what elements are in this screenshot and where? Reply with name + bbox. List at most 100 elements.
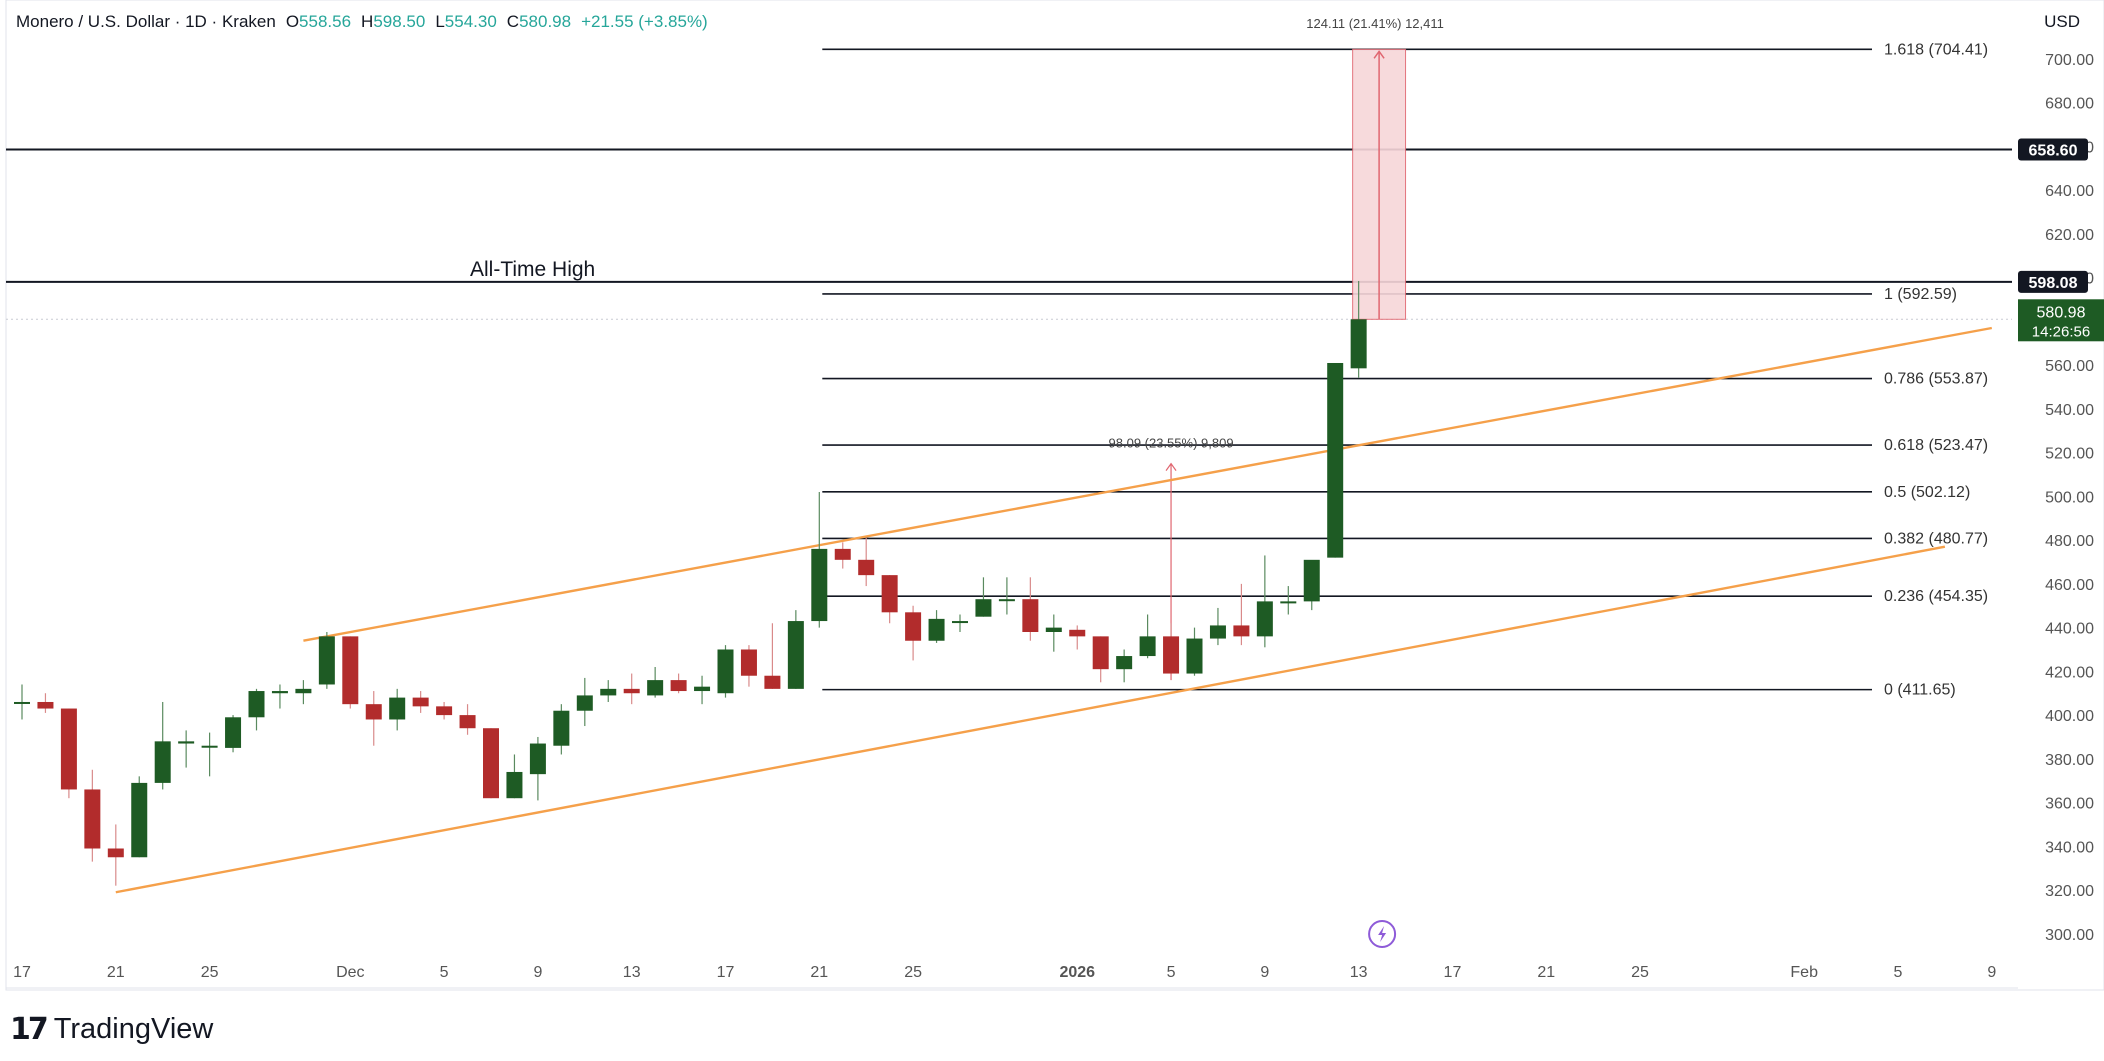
price-axis-tick: 700.00	[2045, 52, 2094, 69]
time-axis-label: 5	[440, 964, 449, 981]
time-axis-label: 25	[904, 964, 922, 981]
target-measure-label: 124.11 (21.41%) 12,411	[1306, 16, 1444, 31]
candle-up	[928, 618, 945, 641]
fib-level-label: 0 (411.65)	[1884, 682, 1956, 699]
candle-up	[389, 697, 406, 720]
open-value: 558.56	[299, 12, 352, 31]
price-axis-tick: 540.00	[2045, 402, 2094, 419]
candle-up	[529, 743, 546, 775]
candle-down	[670, 680, 687, 692]
candle-down	[365, 704, 382, 720]
candle-down	[436, 706, 453, 716]
candle-up	[576, 695, 593, 711]
high-label: H	[361, 12, 374, 31]
candle-down	[1022, 599, 1039, 632]
candle-down	[764, 675, 781, 689]
fib-level-label: 0.236 (454.35)	[1884, 588, 1988, 605]
price-axis-tick: 620.00	[2045, 227, 2094, 244]
time-axis-label: 21	[1537, 964, 1555, 981]
candle-up	[787, 621, 804, 689]
candle-up	[811, 548, 828, 622]
price-axis-tick: 640.00	[2045, 183, 2094, 200]
candle-up	[600, 688, 617, 696]
candle-down	[342, 636, 359, 705]
currency-button[interactable]: USD	[2034, 6, 2090, 38]
candle-down	[1163, 636, 1180, 674]
price-badge-label: 658.60	[2029, 143, 2078, 160]
candle-down	[1233, 625, 1250, 637]
candle-up	[717, 649, 734, 694]
price-axis-tick: 680.00	[2045, 96, 2094, 113]
price-axis-tick: 400.00	[2045, 708, 2094, 725]
time-axis-label: 17	[13, 964, 31, 981]
candle-down	[834, 548, 851, 560]
channel-upper-line	[303, 326, 1993, 642]
time-axis-label: 9	[1260, 964, 1269, 981]
price-axis-tick: 320.00	[2045, 883, 2094, 900]
candle-down	[858, 559, 875, 576]
channel-lower-line	[115, 545, 1946, 894]
price-axis-tick: 460.00	[2045, 577, 2094, 594]
candle-down	[107, 848, 124, 858]
price-axis-tick: 340.00	[2045, 839, 2094, 856]
last-price-badge	[2018, 299, 2104, 342]
candle-down	[623, 688, 640, 694]
change-value: +21.55 (+3.85%)	[581, 12, 708, 31]
price-axis-tick: 500.00	[2045, 489, 2094, 506]
measure-label: 98.09 (23.55%) 9,809	[1109, 436, 1234, 451]
candle-down	[60, 708, 77, 790]
candle-up	[1256, 601, 1273, 637]
candle-down	[905, 612, 922, 641]
price-badge	[2018, 138, 2088, 161]
symbol-header: Monero / U.S. Dollar · 1D · Kraken O558.…	[16, 12, 708, 32]
candle-up	[506, 771, 523, 799]
low-label: L	[435, 12, 445, 31]
close-value: 580.98	[519, 12, 572, 31]
time-axis-label: 21	[810, 964, 828, 981]
price-axis-tick: 440.00	[2045, 621, 2094, 638]
fib-level-label: 0.786 (553.87)	[1884, 371, 1988, 388]
candle-up	[201, 745, 218, 748]
candle-down	[881, 575, 898, 613]
symbol-title[interactable]: Monero / U.S. Dollar · 1D · Kraken	[16, 12, 276, 31]
price-axis-tick: 420.00	[2045, 664, 2094, 681]
candle-up	[178, 741, 195, 744]
price-axis-tick: 300.00	[2045, 927, 2094, 944]
candle-up	[1186, 638, 1203, 674]
candle-down	[37, 701, 54, 709]
time-axis-label: Dec	[336, 964, 364, 981]
price-axis-tick: 480.00	[2045, 533, 2094, 550]
low-value: 554.30	[444, 12, 497, 31]
candle-up	[998, 599, 1015, 602]
candle-up	[14, 701, 30, 704]
candle-up	[1327, 362, 1344, 558]
fib-level-label: 0.5 (502.12)	[1884, 484, 1970, 501]
close-label: C	[506, 12, 520, 31]
candle-up	[694, 686, 711, 692]
fib-level-label: 0.382 (480.77)	[1884, 530, 1988, 547]
price-axis-tick: 360.00	[2045, 796, 2094, 813]
high-value: 598.50	[373, 12, 426, 31]
candle-up	[1209, 625, 1226, 639]
price-badge	[2018, 270, 2088, 293]
candle-up	[318, 636, 335, 685]
tradingview-logo[interactable]: 17 TradingView	[10, 1012, 213, 1047]
candle-up	[553, 710, 570, 746]
price-axis-tick: 520.00	[2045, 446, 2094, 463]
candle-up	[248, 691, 265, 718]
candle-up	[225, 717, 242, 748]
time-axis-label: 9	[1987, 964, 1996, 981]
all-time-high-label: All-Time High	[470, 258, 595, 281]
price-axis-tick: 380.00	[2045, 752, 2094, 769]
candle-up	[1045, 627, 1062, 632]
open-label: O	[285, 12, 300, 31]
candle-up	[1139, 636, 1156, 657]
countdown-label: 14:26:56	[2032, 323, 2090, 340]
event-marker-icon	[1368, 920, 1397, 948]
time-axis-label: 13	[623, 964, 641, 981]
candle-up	[1280, 601, 1297, 604]
candle-up	[647, 680, 664, 696]
candle-down	[84, 789, 101, 849]
